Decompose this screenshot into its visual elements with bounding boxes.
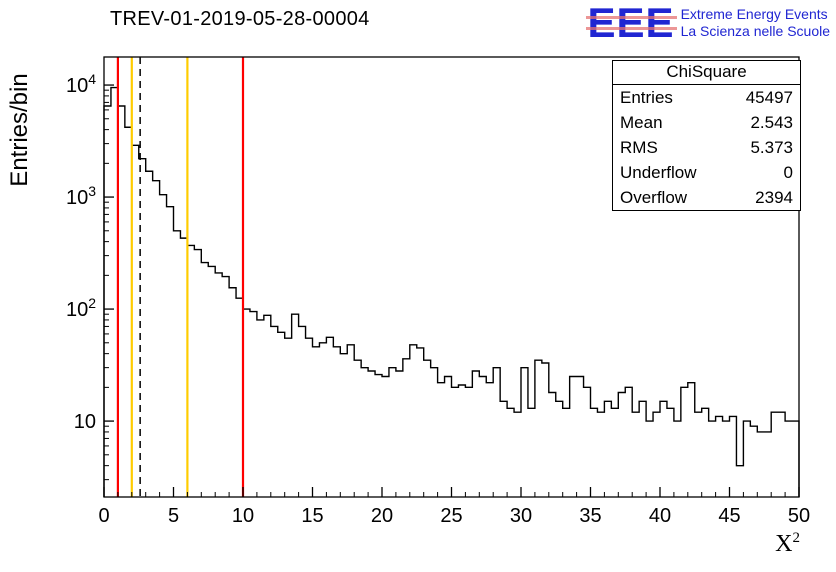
plot-title: TREV-01-2019-05-28-00004 [110, 8, 370, 30]
logo-stripe-icon [585, 27, 677, 30]
axis-tick-label: 102 [66, 295, 96, 321]
stats-label: Entries [620, 88, 673, 107]
stats-row: Mean 2.543 [613, 110, 800, 135]
stats-box: ChiSquare Entries 45497 Mean 2.543 RMS 5… [612, 60, 801, 211]
stats-value: 2394 [755, 188, 793, 207]
stats-value: 2.543 [750, 113, 793, 132]
stats-row: RMS 5.373 [613, 135, 800, 160]
axis-tick-label: 103 [66, 183, 96, 209]
axis-tick-label: 25 [440, 505, 462, 527]
axis-tick-label: 10 [232, 505, 254, 527]
x-axis-title: X2 [775, 530, 800, 557]
axis-tick-label: 35 [579, 505, 601, 527]
stats-title: ChiSquare [613, 61, 800, 85]
axis-tick-label: 10 [74, 411, 96, 433]
stats-label: RMS [620, 138, 658, 157]
axis-tick-label: 45 [718, 505, 740, 527]
stats-row: Entries 45497 [613, 85, 800, 110]
stats-value: 45497 [745, 88, 793, 107]
stats-value: 0 [783, 163, 793, 182]
axis-tick-label: 50 [788, 505, 810, 527]
histogram-line [103, 86, 800, 497]
axis-tick-label: 40 [649, 505, 671, 527]
axis-tick-label: 104 [66, 71, 96, 97]
eee-logo-text: Extreme Energy Events La Scienza nelle S… [681, 2, 830, 40]
stats-label: Mean [620, 113, 663, 132]
stats-label: Underflow [620, 163, 697, 182]
logo-stripe-icon [585, 16, 677, 19]
axis-tick-label: 30 [510, 505, 532, 527]
axis-tick-label: 0 [98, 505, 109, 527]
stats-row: Underflow 0 [613, 160, 800, 185]
y-axis-title: Entries/bin [6, 73, 33, 186]
stats-value: 5.373 [750, 138, 793, 157]
eee-logo: EEE Extreme Energy Events La Scienza nel… [585, 0, 830, 46]
stats-label: Overflow [620, 188, 688, 207]
eee-logo-letters: EEE [587, 0, 675, 46]
logo-line1: Extreme Energy Events [680, 6, 828, 22]
stats-row: Overflow 2394 [613, 185, 800, 210]
axis-tick-label: 5 [168, 505, 179, 527]
axis-tick-label: 20 [371, 505, 393, 527]
axis-tick-label: 15 [301, 505, 323, 527]
eee-logo-letters-wrap: EEE [585, 0, 677, 46]
logo-line2: La Scienza nelle Scuole [680, 23, 830, 39]
